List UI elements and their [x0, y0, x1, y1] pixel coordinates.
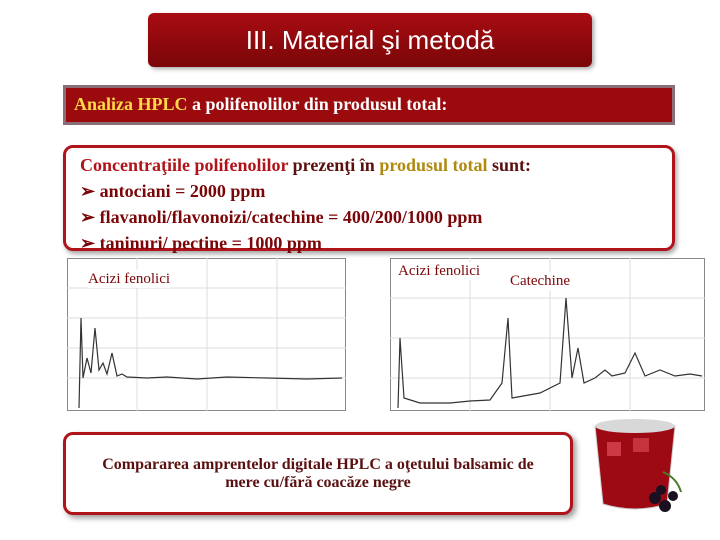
header-bar: Analiza HPLC a polifenolilor din produsu… — [63, 85, 675, 125]
caption-box: Compararea amprentelor digitale HPLC a o… — [63, 432, 573, 515]
peak-label: Catechine — [510, 272, 570, 290]
caption: Compararea amprentelor digitale HPLC a o… — [102, 455, 534, 491]
intro-part: prezenţi în — [292, 155, 375, 175]
title-text: III. Material şi metodă — [245, 24, 495, 55]
concentration-box: Concentraţiile polifenolilor prezenţi în… — [63, 145, 675, 253]
glass-illustration — [594, 419, 682, 512]
intro-part: sunt: — [492, 155, 532, 175]
stem — [662, 471, 682, 493]
trace — [397, 297, 703, 409]
list-item: antociani = 2000 ppm — [80, 178, 658, 204]
intro: Concentraţiile polifenolilor prezenţi în… — [80, 152, 658, 178]
list: antociani = 2000 ppm flavanoli/flavonoiz… — [80, 178, 658, 256]
glass-rim — [595, 419, 675, 433]
header-text: a polifenolilor din produsul total: — [192, 94, 448, 114]
peak-label: Acizi fenolici — [88, 270, 171, 288]
ice — [607, 442, 621, 456]
intro-part: produsul total — [379, 155, 488, 175]
list-item: flavanoli/flavonoizi/catechine = 400/200… — [80, 204, 658, 230]
grid — [390, 258, 705, 411]
berries — [649, 485, 678, 512]
peak-label: Acizi fenolici — [398, 262, 481, 280]
header-highlight: Analiza HPLC — [74, 94, 188, 114]
intro-part: Concentraţiile polifenolilor — [80, 155, 289, 175]
ice — [633, 438, 649, 452]
title: III. Material şi metodă — [148, 13, 592, 67]
list-item: taninuri/ pectine = 1000 ppm — [80, 230, 658, 256]
trace — [78, 317, 343, 409]
